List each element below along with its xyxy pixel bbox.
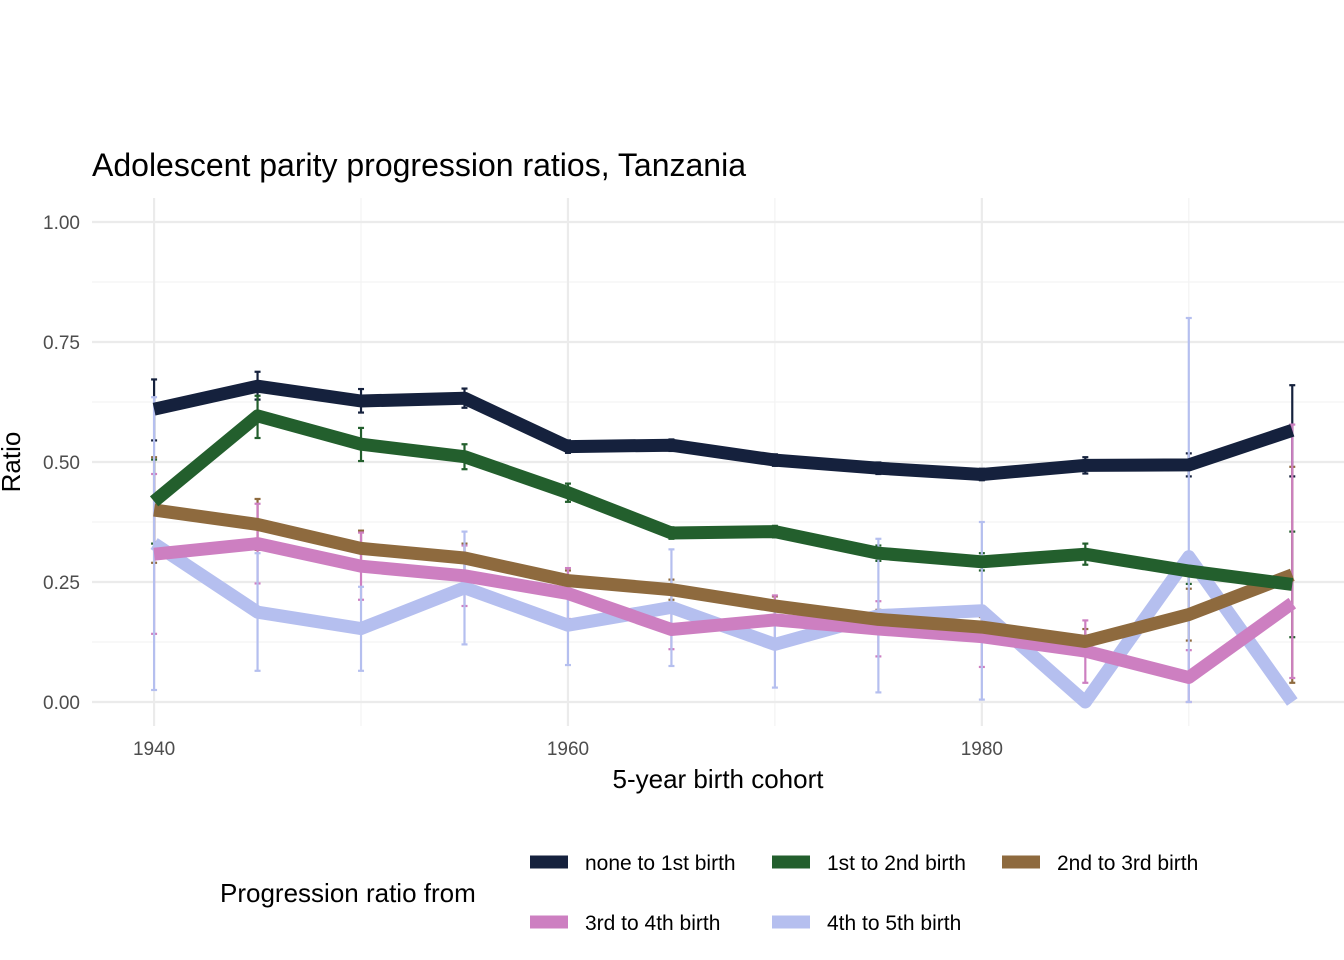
- chart-title: Adolescent parity progression ratios, Ta…: [92, 147, 746, 183]
- y-tick-label: 0.25: [43, 573, 80, 594]
- legend-item: 4th to 5th birth: [772, 912, 961, 935]
- axis-ticks: 0.00 0.25 0.50 0.75 1.00 1940 1960 1980: [43, 213, 1003, 760]
- legend-item: 1st to 2nd birth: [772, 852, 966, 875]
- legend-label: 4th to 5th birth: [827, 912, 961, 935]
- legend: Progression ratio from none to 1st birth…: [220, 852, 1198, 935]
- legend-label: 3rd to 4th birth: [585, 912, 720, 935]
- legend-label: 2nd to 3rd birth: [1057, 852, 1198, 875]
- y-tick-label: 0.00: [43, 693, 80, 714]
- y-tick-label: 0.75: [43, 333, 80, 354]
- x-tick-label: 1940: [133, 739, 175, 760]
- legend-label: 1st to 2nd birth: [827, 852, 966, 875]
- x-axis-title: 5-year birth cohort: [613, 764, 825, 794]
- y-axis-title: Ratio: [0, 432, 26, 493]
- series-line-3rd-to-4th-birth: [153, 537, 1297, 684]
- x-tick-label: 1980: [961, 739, 1003, 760]
- y-tick-label: 0.50: [43, 453, 80, 474]
- legend-item: 3rd to 4th birth: [530, 912, 720, 935]
- legend-item: 2nd to 3rd birth: [1002, 852, 1198, 875]
- x-tick-label: 1960: [547, 739, 589, 760]
- y-tick-label: 1.00: [43, 213, 80, 234]
- series-lines: [149, 379, 1298, 709]
- series-line-1st-to-2nd-birth: [149, 409, 1294, 591]
- series-line-2nd-to-3rd-birth: [153, 503, 1295, 648]
- legend-title: Progression ratio from: [220, 878, 476, 908]
- error-bar: [1185, 316, 1192, 704]
- series-line-none-to-1st-birth: [152, 379, 1295, 481]
- legend-item: none to 1st birth: [530, 852, 736, 875]
- legend-label: none to 1st birth: [585, 852, 736, 875]
- error-bar: [151, 396, 158, 692]
